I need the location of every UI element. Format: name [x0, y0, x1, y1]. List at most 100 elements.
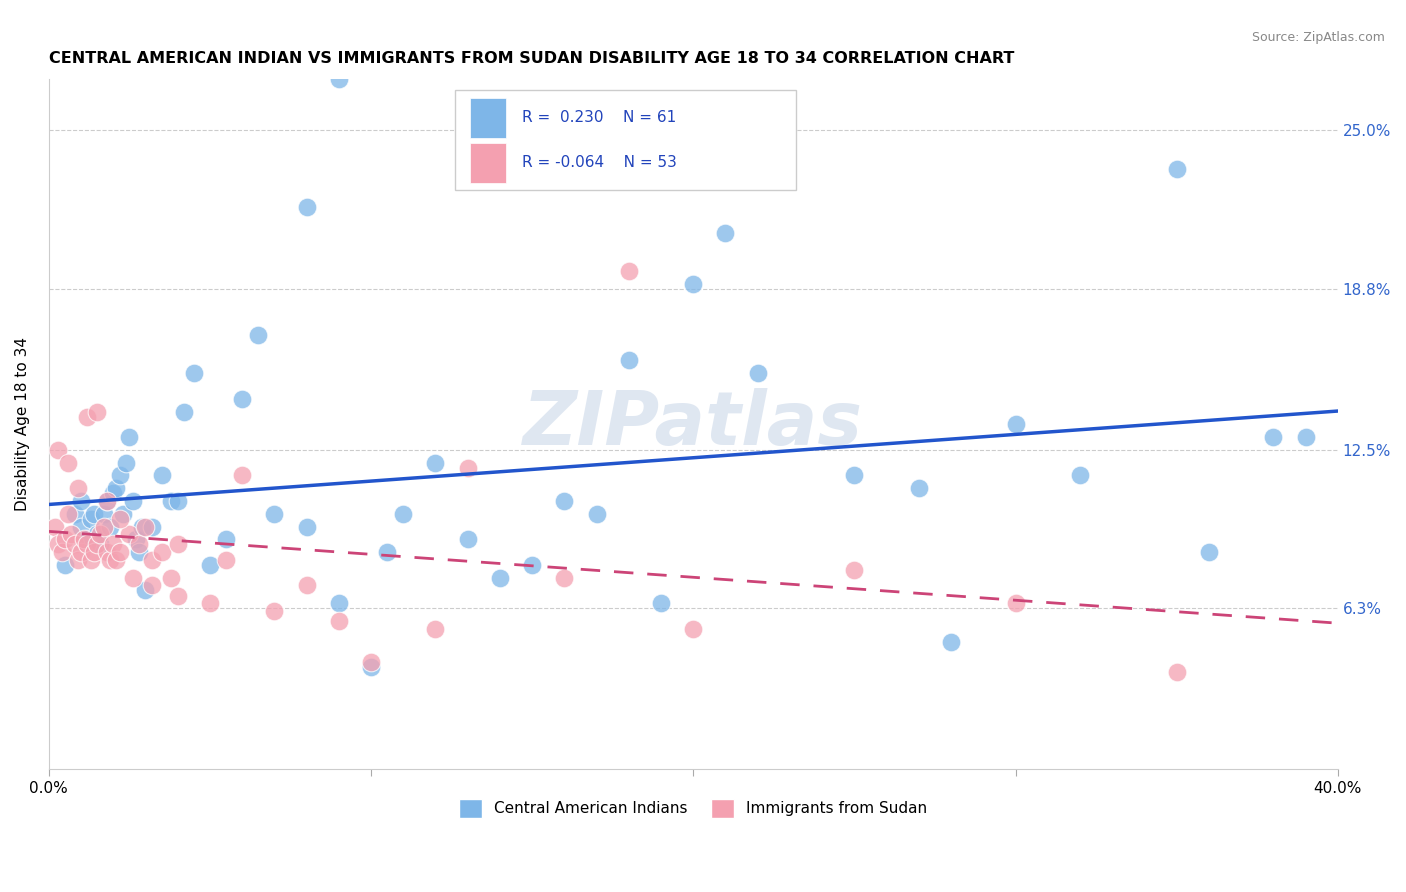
Point	[96, 494, 118, 508]
Y-axis label: Disability Age 18 to 34: Disability Age 18 to 34	[15, 337, 30, 511]
Point	[939, 634, 962, 648]
Point	[96, 545, 118, 559]
Point	[844, 468, 866, 483]
Point	[134, 519, 156, 533]
Legend: Central American Indians, Immigrants from Sudan: Central American Indians, Immigrants fro…	[453, 793, 934, 823]
Point	[56, 507, 79, 521]
Point	[108, 545, 131, 559]
Point	[76, 537, 98, 551]
Point	[392, 507, 415, 521]
Point	[70, 519, 93, 533]
Point	[79, 512, 101, 526]
Point	[93, 519, 115, 533]
Point	[425, 456, 447, 470]
Point	[131, 519, 153, 533]
Point	[115, 456, 138, 470]
Point	[1198, 545, 1220, 559]
Point	[73, 533, 96, 547]
Point	[66, 481, 89, 495]
Point	[617, 353, 640, 368]
Point	[166, 494, 188, 508]
Point	[128, 545, 150, 559]
Point	[141, 578, 163, 592]
Point	[489, 571, 512, 585]
Point	[121, 571, 143, 585]
Point	[86, 404, 108, 418]
Point	[714, 226, 737, 240]
Point	[166, 537, 188, 551]
Point	[360, 660, 382, 674]
Point	[118, 430, 141, 444]
Point	[1166, 665, 1188, 680]
Point	[682, 622, 704, 636]
Point	[160, 571, 183, 585]
Point	[44, 519, 66, 533]
Point	[295, 578, 318, 592]
Point	[103, 537, 125, 551]
Point	[908, 481, 931, 495]
Point	[141, 519, 163, 533]
FancyBboxPatch shape	[470, 98, 506, 138]
Point	[60, 527, 83, 541]
Point	[328, 596, 350, 610]
Point	[118, 527, 141, 541]
Point	[183, 366, 205, 380]
Point	[53, 533, 76, 547]
Point	[166, 589, 188, 603]
Point	[375, 545, 398, 559]
Point	[66, 553, 89, 567]
Point	[63, 537, 86, 551]
Point	[844, 563, 866, 577]
Point	[425, 622, 447, 636]
Point	[105, 481, 128, 495]
Point	[198, 596, 221, 610]
Point	[553, 494, 575, 508]
Point	[98, 553, 121, 567]
Point	[70, 545, 93, 559]
Point	[585, 507, 607, 521]
Point	[198, 558, 221, 572]
Point	[121, 494, 143, 508]
Point	[56, 456, 79, 470]
Point	[295, 200, 318, 214]
FancyBboxPatch shape	[454, 90, 796, 190]
Point	[1004, 417, 1026, 432]
Point	[360, 655, 382, 669]
Point	[96, 494, 118, 508]
Point	[328, 614, 350, 628]
Point	[553, 571, 575, 585]
Point	[263, 507, 285, 521]
Point	[231, 468, 253, 483]
Point	[128, 537, 150, 551]
Point	[98, 519, 121, 533]
Text: R =  0.230    N = 61: R = 0.230 N = 61	[522, 111, 676, 126]
Point	[1004, 596, 1026, 610]
Text: R = -0.064    N = 53: R = -0.064 N = 53	[522, 155, 676, 170]
Point	[457, 460, 479, 475]
Point	[173, 404, 195, 418]
Point	[51, 545, 73, 559]
Point	[89, 537, 111, 551]
Point	[1263, 430, 1285, 444]
Point	[328, 72, 350, 87]
Point	[1295, 430, 1317, 444]
Point	[53, 558, 76, 572]
Point	[150, 468, 173, 483]
Point	[111, 507, 134, 521]
Point	[76, 533, 98, 547]
Point	[48, 537, 70, 551]
Point	[70, 494, 93, 508]
Point	[86, 527, 108, 541]
Point	[160, 494, 183, 508]
Point	[48, 442, 70, 457]
Point	[231, 392, 253, 406]
Point	[215, 533, 238, 547]
Text: CENTRAL AMERICAN INDIAN VS IMMIGRANTS FROM SUDAN DISABILITY AGE 18 TO 34 CORRELA: CENTRAL AMERICAN INDIAN VS IMMIGRANTS FR…	[49, 51, 1014, 66]
Point	[1166, 161, 1188, 176]
Point	[617, 264, 640, 278]
Point	[134, 583, 156, 598]
Point	[247, 327, 270, 342]
Point	[63, 507, 86, 521]
Point	[108, 468, 131, 483]
Point	[457, 533, 479, 547]
